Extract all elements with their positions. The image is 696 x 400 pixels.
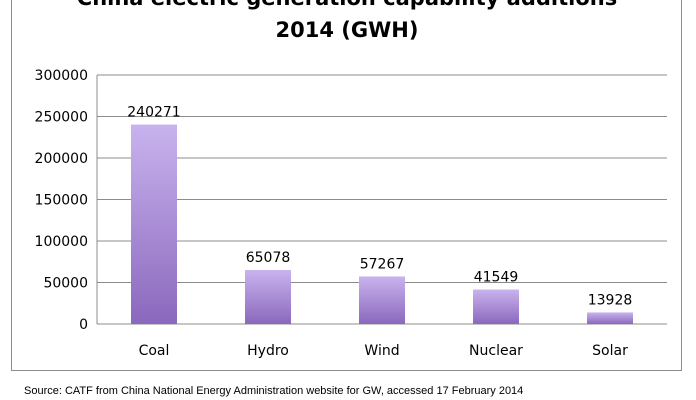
bar-coal xyxy=(131,124,177,324)
x-tick-label: Nuclear xyxy=(469,343,523,359)
data-labels: 240271 65078 57267 41549 13928 xyxy=(127,105,632,309)
data-label: 240271 xyxy=(127,105,180,121)
y-tick-label: 150000 xyxy=(35,193,88,209)
x-tick-label: Solar xyxy=(592,343,628,359)
source-note: Source: CATF from China National Energy … xyxy=(24,385,524,397)
data-label: 65078 xyxy=(246,250,291,266)
y-axis: 0 50000 100000 150000 200000 250000 300000 xyxy=(35,68,98,333)
gridlines xyxy=(97,74,667,325)
data-label: 13928 xyxy=(588,292,633,308)
bar-wind xyxy=(359,276,405,324)
bar-nuclear xyxy=(473,289,519,324)
chart-title-line-2: 2014 (GWH) xyxy=(276,18,419,42)
y-tick-label: 200000 xyxy=(35,151,88,167)
data-label: 57267 xyxy=(360,256,405,272)
bar-solar xyxy=(587,312,633,324)
chart-title-line-1: China electric generation capability add… xyxy=(77,0,617,10)
y-tick-label: 0 xyxy=(79,317,88,333)
x-tick-label: Wind xyxy=(364,343,399,359)
y-tick-label: 100000 xyxy=(35,234,88,250)
data-label: 41549 xyxy=(474,270,519,286)
x-tick-label: Hydro xyxy=(247,343,289,359)
y-tick-label: 300000 xyxy=(35,68,88,84)
bar-chart: China electric generation capability add… xyxy=(35,0,667,359)
x-axis: Coal Hydro Wind Nuclear Solar xyxy=(139,343,628,359)
x-tick-label: Coal xyxy=(139,343,170,359)
chart-frame: China electric generation capability add… xyxy=(11,0,682,371)
y-tick-label: 250000 xyxy=(35,110,88,126)
y-tick-label: 50000 xyxy=(43,276,88,292)
bar-hydro xyxy=(245,269,291,324)
bars xyxy=(131,124,633,324)
